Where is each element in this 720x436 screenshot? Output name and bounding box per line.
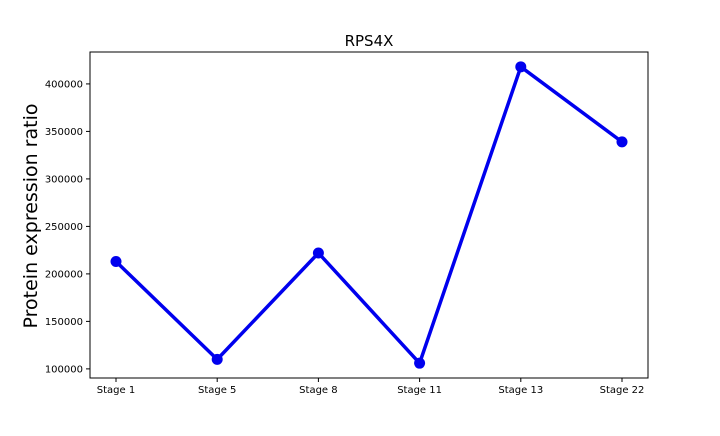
x-tick-label: Stage 8 <box>299 385 337 396</box>
chart-title: RPS4X <box>345 32 394 50</box>
y-tick-label: 400000 <box>45 79 83 90</box>
x-tick-label: Stage 13 <box>498 385 543 396</box>
x-tick-label: Stage 1 <box>97 385 135 396</box>
data-point <box>515 61 527 73</box>
x-tick-label: Stage 11 <box>397 385 442 396</box>
y-axis-ticks: 100000 150000 200000 250000 300000 350000 4000… <box>45 79 90 375</box>
series-layer <box>110 61 628 369</box>
y-tick-label: 150000 <box>45 317 83 328</box>
x-tick-label: Stage 22 <box>600 385 645 396</box>
data-point <box>110 256 122 268</box>
y-tick-label: 100000 <box>45 364 83 375</box>
y-axis-label: Protein expression ratio <box>20 104 42 329</box>
data-point <box>211 353 223 365</box>
y-tick-label: 250000 <box>45 222 83 233</box>
data-point <box>616 136 628 148</box>
x-axis-ticks: Stage 1 Stage 5 Stage 8 Stage 11 Stage 13 Sta… <box>97 378 645 396</box>
data-point <box>414 357 426 369</box>
series-line <box>114 65 624 365</box>
y-tick-label: 350000 <box>45 127 83 138</box>
y-tick-label: 200000 <box>45 269 83 280</box>
x-tick-label: Stage 5 <box>198 385 236 396</box>
data-point <box>312 247 324 259</box>
y-tick-label: 300000 <box>45 174 83 185</box>
plot-area-frame <box>89 51 649 379</box>
